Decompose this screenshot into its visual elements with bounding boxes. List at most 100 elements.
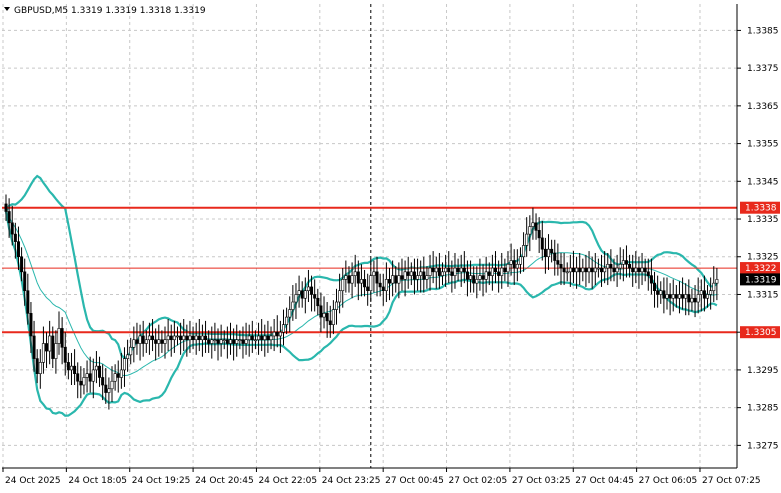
candle: [437, 252, 441, 289]
x-tick-label: 27 Oct 06:05: [639, 476, 698, 486]
candle: [263, 324, 267, 357]
candle-body: [29, 313, 33, 337]
candle-body: [350, 275, 354, 284]
candle: [204, 320, 208, 353]
candle-body: [182, 335, 186, 341]
candle: [232, 328, 236, 361]
candle: [497, 260, 501, 293]
time-axis: 24 Oct 2025 24 Oct 18:05 24 Oct 19:25 24 Oc…: [2, 467, 761, 486]
candle: [147, 322, 151, 355]
candle-body: [425, 275, 429, 280]
dropdown-triangle-icon[interactable]: [4, 7, 10, 11]
candle-body: [375, 271, 379, 284]
candle-body: [612, 267, 616, 273]
price-level-tag: [740, 201, 780, 214]
candle: [20, 247, 24, 282]
candle-body: [646, 271, 650, 276]
candle: [512, 249, 516, 286]
candle-body: [141, 335, 145, 344]
candle-body: [547, 248, 551, 258]
candle-body: [169, 335, 173, 341]
candle-body: [668, 294, 672, 299]
candle-body: [684, 294, 688, 299]
candle-body: [347, 275, 351, 284]
candle: [606, 252, 610, 286]
candle: [129, 337, 133, 365]
candle: [101, 364, 105, 401]
candle-body: [113, 373, 117, 382]
candle: [344, 260, 348, 293]
candle: [213, 322, 217, 352]
candle-body: [110, 380, 114, 390]
price-axis: 1.33851.33751.33651.33551.33451.33351.33…: [736, 4, 780, 468]
candle-body: [272, 331, 276, 337]
candle: [571, 251, 575, 284]
price-level-tag: [740, 326, 780, 339]
candle-body: [509, 260, 513, 265]
candle-body: [712, 282, 716, 291]
candle-body: [54, 343, 58, 359]
candle: [247, 324, 251, 357]
candle: [668, 283, 672, 316]
candle-body: [194, 335, 198, 341]
candle: [157, 324, 161, 357]
candle-body: [628, 263, 632, 269]
candle: [60, 317, 64, 365]
candle-body: [319, 305, 323, 318]
candle: [444, 254, 448, 287]
candle-body: [537, 230, 541, 239]
x-tick-label: 24 Oct 23:25: [322, 476, 381, 486]
candle: [141, 320, 145, 357]
candle-body: [606, 263, 610, 269]
candle: [484, 256, 488, 293]
candle: [565, 262, 569, 282]
candle: [291, 285, 295, 321]
candle-body: [210, 339, 214, 344]
candle: [422, 256, 426, 293]
candle: [388, 268, 392, 301]
candle-body: [503, 267, 507, 273]
candle-body: [506, 263, 510, 273]
candle-body: [20, 256, 24, 273]
candle: [547, 234, 551, 270]
candle: [653, 271, 657, 308]
candle-body: [456, 267, 460, 273]
candle-body: [116, 373, 120, 378]
price-level-tag-label: 1.3322: [745, 264, 777, 274]
candle-body: [157, 339, 161, 344]
candle-body: [634, 267, 638, 273]
candle: [235, 324, 239, 357]
candle: [175, 326, 179, 346]
candle-body: [453, 267, 457, 276]
candle-body: [191, 335, 195, 341]
candle: [637, 256, 641, 289]
candle-body: [185, 335, 189, 341]
candle: [169, 324, 173, 357]
candle-body: [13, 233, 17, 242]
candle: [525, 217, 529, 257]
candle-body: [369, 275, 373, 291]
candle-body: [35, 358, 39, 374]
candle-body: [500, 267, 504, 276]
candle-body: [409, 271, 413, 276]
candle-body: [553, 252, 557, 261]
candle: [119, 352, 123, 389]
candle-body: [656, 290, 660, 295]
candle-body: [431, 267, 435, 273]
candle-body: [297, 290, 301, 295]
candle: [447, 251, 451, 284]
candle-body: [235, 339, 239, 344]
candle: [310, 275, 314, 312]
candle: [624, 245, 628, 278]
candle: [431, 251, 435, 284]
candle: [403, 260, 407, 297]
x-tick-label: 24 Oct 20:45: [195, 476, 254, 486]
price-level-tag: [740, 262, 780, 275]
candle-body: [422, 271, 426, 280]
candle: [550, 239, 554, 263]
y-tick-label: 1.3315: [747, 290, 779, 300]
candle-body: [41, 343, 45, 363]
candle-body: [391, 275, 395, 284]
candle: [568, 254, 572, 287]
